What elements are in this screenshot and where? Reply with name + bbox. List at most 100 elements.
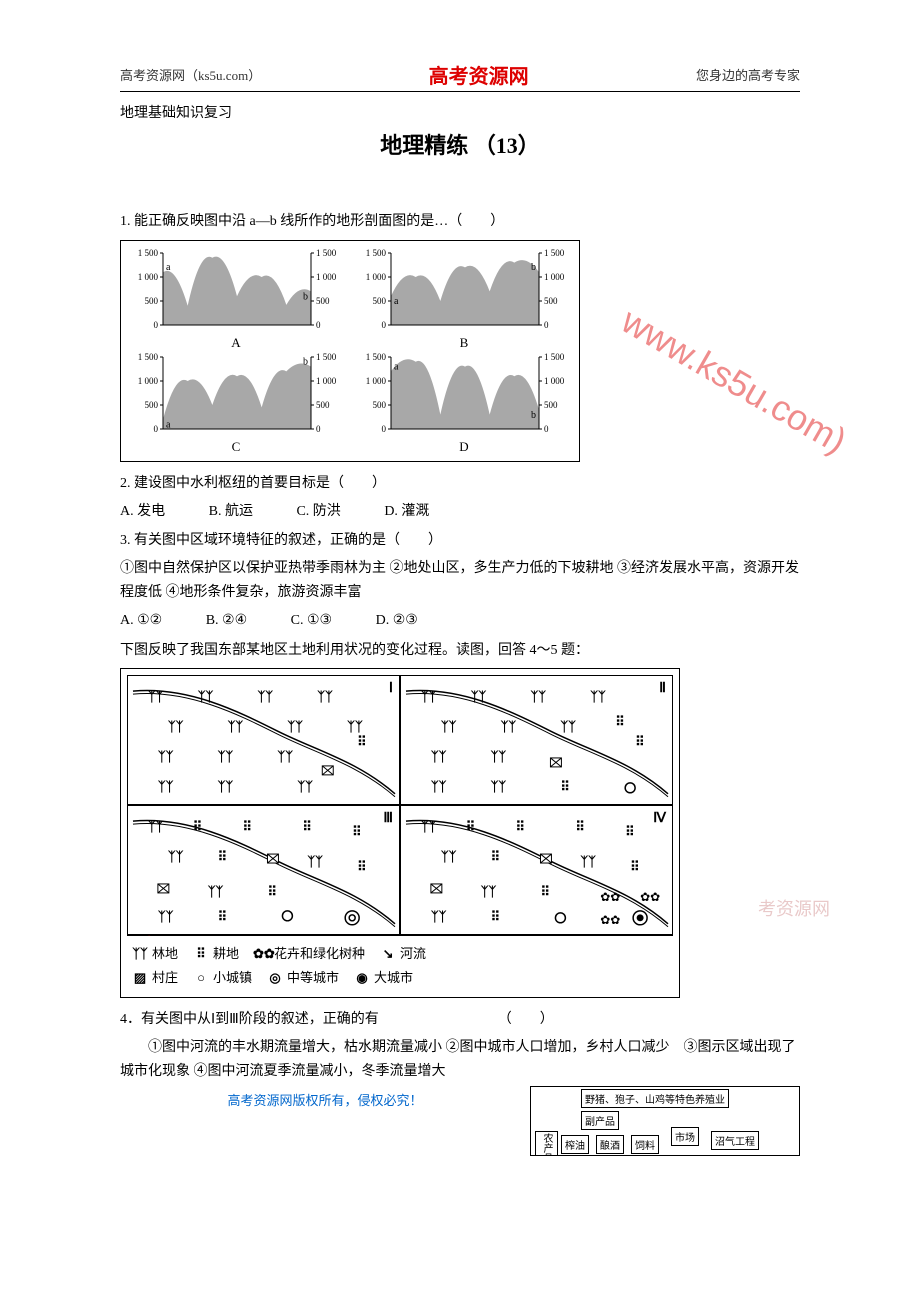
page-header: 高考资源网（ks5u.com） 高考资源网 您身边的高考专家: [120, 60, 800, 92]
q3-opt-b: B. ②④: [206, 609, 247, 633]
question-3-options: A. ①② B. ②④ C. ①③ D. ②③: [120, 609, 800, 633]
svg-text:ᛉᛉ: ᛉᛉ: [218, 779, 234, 794]
svg-text:500: 500: [544, 400, 558, 410]
svg-text:⠿: ⠿: [243, 820, 252, 835]
svg-text:⠿: ⠿: [302, 820, 311, 835]
svg-text:ᛉᛉ: ᛉᛉ: [501, 719, 517, 734]
svg-text:⠿: ⠿: [630, 859, 639, 874]
legend-forest: ᛉᛉ林地: [131, 942, 178, 965]
svg-text:1 000: 1 000: [366, 272, 387, 282]
svg-text:ᛉᛉ: ᛉᛉ: [431, 779, 447, 794]
legend-medcity: ◎中等城市: [266, 966, 339, 989]
svg-text:⠿: ⠿: [635, 734, 644, 749]
svg-text:ᛉᛉ: ᛉᛉ: [421, 690, 437, 705]
profile-panel-D: 05001 0001 50005001 0001 500ab D: [357, 353, 571, 453]
legend-bigcity: ◉大城市: [353, 966, 413, 989]
svg-text:⠿: ⠿: [625, 825, 634, 840]
svg-text:1 000: 1 000: [544, 272, 565, 282]
svg-text:⠿: ⠿: [466, 820, 475, 835]
eco-niangjiu: 酿酒: [596, 1135, 624, 1154]
svg-text:1 500: 1 500: [138, 249, 159, 258]
svg-text:0: 0: [316, 424, 321, 434]
svg-text:ᛉᛉ: ᛉᛉ: [277, 749, 293, 764]
svg-text:1 500: 1 500: [366, 249, 387, 258]
svg-text:ᛉᛉ: ᛉᛉ: [148, 820, 164, 835]
svg-text:ᛉᛉ: ᛉᛉ: [590, 690, 606, 705]
svg-text:b: b: [531, 262, 536, 273]
svg-text:0: 0: [544, 320, 549, 330]
landuse-panel-Ⅲ: ᛉᛉ⠿⠿⠿⠿ᛉᛉ⠿ᛉᛉ⠿ᛉᛉ⠿ᛉᛉ⠿ Ⅲ: [127, 805, 400, 935]
watermark-url: www.ks5u.com): [614, 300, 853, 462]
svg-text:ᛉᛉ: ᛉᛉ: [560, 719, 576, 734]
header-left: 高考资源网（ks5u.com）: [120, 65, 261, 84]
svg-text:1 500: 1 500: [316, 353, 337, 362]
svg-text:1 000: 1 000: [138, 272, 159, 282]
eco-byproduct: 副产品: [581, 1111, 619, 1130]
svg-text:1 000: 1 000: [138, 376, 159, 386]
svg-text:1 500: 1 500: [544, 353, 565, 362]
eco-zhaoqi: 沼气工程: [711, 1131, 759, 1150]
svg-text:⠿: ⠿: [575, 820, 584, 835]
legend-farmland: ⠿耕地: [192, 942, 239, 965]
svg-text:⠿: ⠿: [352, 825, 361, 840]
svg-text:ᛉᛉ: ᛉᛉ: [347, 719, 363, 734]
svg-text:ᛉᛉ: ᛉᛉ: [218, 749, 234, 764]
svg-text:⠿: ⠿: [491, 849, 500, 864]
svg-text:ᛉᛉ: ᛉᛉ: [198, 690, 214, 705]
question-2-options: A. 发电 B. 航运 C. 防洪 D. 灌溉: [120, 500, 800, 524]
watermark-text: 考资源网: [758, 895, 830, 921]
svg-text:ᛉᛉ: ᛉᛉ: [258, 690, 274, 705]
landuse-panel-Ⅳ: ᛉᛉ⠿⠿⠿⠿ᛉᛉ⠿ᛉᛉ⠿ᛉᛉ⠿✿✿✿✿ᛉᛉ⠿✿✿ Ⅳ: [400, 805, 673, 935]
q1-profile-chart: 05001 0001 50005001 0001 500ab A 05001 0…: [120, 240, 580, 462]
profile-panel-B: 05001 0001 50005001 0001 500ab B: [357, 249, 571, 349]
profile-panel-A: 05001 0001 50005001 0001 500ab A: [129, 249, 343, 349]
eco-diagram: 野猪、狍子、山鸡等特色养殖业 副产品 农产品 榨油 酿酒 饲料 市场 沼气工程: [530, 1086, 800, 1156]
svg-text:1 000: 1 000: [316, 272, 337, 282]
svg-text:ᛉᛉ: ᛉᛉ: [471, 690, 487, 705]
question-3-text: 3. 有关图中区域环境特征的叙述，正确的是（ ）: [120, 529, 800, 553]
eco-zhayou: 榨油: [561, 1135, 589, 1154]
question-4-text: 4．有关图中从Ⅰ到Ⅲ阶段的叙述，正确的有 （ ）: [120, 1008, 800, 1032]
svg-text:⠿: ⠿: [516, 820, 525, 835]
svg-text:0: 0: [544, 424, 549, 434]
q45-intro: 下图反映了我国东部某地区土地利用状况的变化过程。读图，回答 4～5 题：: [120, 639, 800, 663]
svg-text:✿✿: ✿✿: [600, 890, 620, 904]
svg-text:⠿: ⠿: [615, 714, 624, 729]
svg-text:⠿: ⠿: [357, 734, 366, 749]
svg-text:1 500: 1 500: [316, 249, 337, 258]
q3-opt-a: A. ①②: [120, 609, 162, 633]
svg-text:500: 500: [316, 400, 330, 410]
landuse-figure: ᛉᛉᛉᛉᛉᛉᛉᛉᛉᛉᛉᛉᛉᛉᛉᛉ⠿ᛉᛉᛉᛉᛉᛉᛉᛉᛉᛉᛉᛉ Ⅰ ᛉᛉᛉᛉᛉᛉᛉᛉ…: [120, 668, 680, 998]
svg-text:ᛉᛉ: ᛉᛉ: [158, 749, 174, 764]
header-center-logo: 高考资源网: [429, 60, 529, 89]
legend-village: ▨村庄: [131, 966, 178, 989]
svg-text:ᛉᛉ: ᛉᛉ: [307, 854, 323, 869]
svg-text:ᛉᛉ: ᛉᛉ: [148, 690, 164, 705]
svg-text:⠿: ⠿: [560, 779, 569, 794]
svg-text:⠿: ⠿: [193, 820, 202, 835]
svg-text:ᛉᛉ: ᛉᛉ: [441, 719, 457, 734]
profile-panel-C: 05001 0001 50005001 0001 500ab C: [129, 353, 343, 453]
svg-text:500: 500: [145, 296, 159, 306]
eco-ncp: 农产品: [535, 1131, 558, 1156]
q3-opt-c: C. ①③: [291, 609, 332, 633]
svg-text:a: a: [166, 419, 171, 430]
svg-text:ᛉᛉ: ᛉᛉ: [531, 690, 547, 705]
svg-text:ᛉᛉ: ᛉᛉ: [580, 854, 596, 869]
svg-text:ᛉᛉ: ᛉᛉ: [228, 719, 244, 734]
header-right: 您身边的高考专家: [696, 65, 800, 84]
question-4-detail: ①图中河流的丰水期流量增大，枯水期流量减小 ②图中城市人口增加，乡村人口减少 ③…: [120, 1036, 800, 1084]
svg-text:ᛉᛉ: ᛉᛉ: [317, 690, 333, 705]
svg-text:1 000: 1 000: [316, 376, 337, 386]
svg-text:⠿: ⠿: [218, 849, 227, 864]
svg-text:ᛉᛉ: ᛉᛉ: [431, 909, 447, 924]
svg-text:ᛉᛉ: ᛉᛉ: [421, 820, 437, 835]
svg-text:a: a: [166, 262, 171, 273]
q2-opt-b: B. 航运: [209, 500, 253, 524]
subtitle: 地理基础知识复习: [120, 102, 800, 122]
svg-text:b: b: [303, 291, 308, 302]
svg-text:0: 0: [154, 320, 159, 330]
svg-text:ᛉᛉ: ᛉᛉ: [168, 719, 184, 734]
svg-text:500: 500: [373, 296, 387, 306]
legend-town: ○小城镇: [192, 966, 252, 989]
